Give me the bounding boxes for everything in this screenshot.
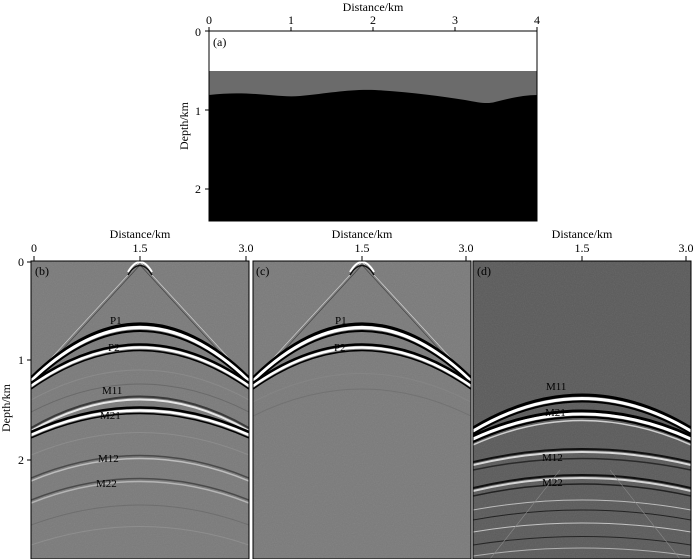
panel-a-xtick: 2	[370, 13, 376, 27]
panel-c-xlabel: Distance/km	[332, 227, 393, 241]
event-label-p1: P1	[335, 315, 347, 327]
velocity-model-image	[209, 31, 537, 221]
panel-d: Distance/km 1.5 3.0	[472, 227, 694, 559]
event-label-m21: M21	[100, 410, 121, 422]
panel-b-seismic-image	[31, 261, 249, 559]
panel-b-xtick: 0	[31, 241, 37, 255]
event-label-m12: M12	[98, 453, 119, 465]
panel-b: Distance/km 0 1.5 3.0 0 1 2 Depth/km	[0, 227, 254, 559]
panel-b-xtick: 1.5	[133, 241, 148, 255]
panel-c-seismic-image	[253, 261, 471, 559]
event-label-m21: M21	[545, 407, 566, 419]
panel-a-ytick: 2	[195, 182, 201, 196]
panel-a-ytick: 1	[195, 104, 201, 118]
event-label-p1: P1	[110, 315, 122, 327]
event-label-m11: M11	[546, 381, 566, 393]
panel-b-ytick: 1	[18, 353, 24, 367]
panel-b-label: (b)	[35, 264, 49, 278]
panel-c-label: (c)	[256, 264, 269, 278]
panel-d-xtick: 1.5	[575, 241, 590, 255]
panel-a-xtick: 1	[288, 13, 294, 27]
panel-b-ytick: 2	[18, 453, 24, 467]
panel-a-xlabel: Distance/km	[343, 0, 404, 14]
panel-d-xlabel: Distance/km	[552, 227, 613, 241]
panel-a-xtick: 0	[206, 13, 212, 27]
panel-b-ytick: 0	[18, 255, 24, 269]
panel-c-xtick: 1.5	[355, 241, 370, 255]
panel-a: Distance/km 0 1 2 3 4 0 1 2 Depth/km (a)	[177, 0, 540, 222]
panel-d-seismic-image	[473, 261, 691, 559]
panel-b-xlabel: Distance/km	[110, 227, 171, 241]
event-label-m12: M12	[542, 452, 563, 464]
panel-d-xtick: 3.0	[679, 241, 694, 255]
event-label-p2: P2	[334, 342, 346, 354]
panel-a-ytick: 0	[195, 25, 201, 39]
panel-d-label: (d)	[477, 264, 491, 278]
panel-a-xtick: 4	[534, 13, 540, 27]
panel-c-xtick: 3.0	[459, 241, 474, 255]
event-label-m11: M11	[102, 385, 122, 397]
event-label-m22: M22	[96, 478, 117, 490]
event-label-p2: P2	[108, 342, 120, 354]
panel-b-xtick: 3.0	[239, 241, 254, 255]
basement-layer	[209, 89, 537, 221]
event-label-m22: M22	[542, 477, 563, 489]
panel-b-ylabel: Depth/km	[0, 383, 13, 432]
panel-a-xtick: 3	[452, 13, 458, 27]
panel-c: Distance/km 1.5 3.0 (c) P1 P2	[252, 227, 474, 559]
panel-a-ylabel: Depth/km	[177, 101, 191, 150]
panel-a-label: (a)	[213, 35, 226, 49]
